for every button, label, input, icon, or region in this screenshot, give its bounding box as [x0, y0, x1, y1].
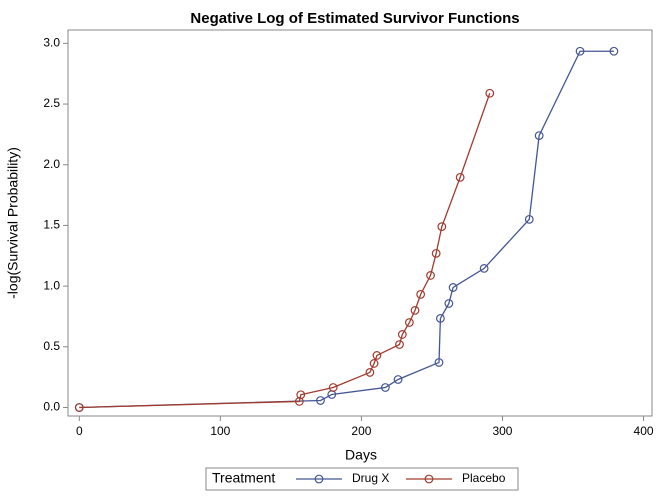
x-tick-label: 0 — [76, 424, 83, 438]
data-point — [393, 375, 403, 384]
data-point — [448, 283, 458, 292]
y-axis-label: -log(Survival Probability) — [5, 147, 21, 299]
data-point — [316, 396, 325, 405]
data-point — [404, 318, 414, 327]
data-point — [296, 390, 306, 400]
data-point — [328, 383, 338, 392]
y-tick-label: 2.0 — [43, 157, 60, 171]
x-tick-label: 200 — [351, 424, 371, 438]
data-point — [380, 383, 390, 392]
data-point — [479, 263, 489, 273]
data-point — [455, 172, 465, 182]
data-point — [524, 214, 534, 224]
data-point — [294, 397, 304, 406]
data-point — [575, 46, 585, 56]
chart-title: Negative Log of Estimated Survivor Funct… — [190, 10, 519, 27]
data-point — [431, 248, 441, 258]
x-tick-label: 100 — [210, 424, 230, 438]
data-point — [397, 330, 407, 339]
data-point — [369, 359, 379, 368]
data-point — [410, 305, 420, 315]
legend-label: Drug X — [352, 471, 389, 485]
data-point — [416, 289, 426, 299]
data-point — [372, 351, 382, 360]
y-tick-label: 0.5 — [43, 339, 60, 353]
series-line — [79, 93, 491, 409]
data-point — [426, 271, 435, 280]
legend-title: Treatment — [212, 470, 275, 486]
data-point — [444, 299, 454, 308]
legend-frame — [205, 467, 519, 491]
y-tick-label: 0.0 — [43, 400, 60, 414]
legend-marker — [314, 474, 324, 484]
data-point — [74, 403, 84, 412]
data-point — [434, 358, 444, 367]
legend-marker — [424, 474, 434, 484]
data-point — [395, 340, 404, 349]
legend-label: Placebo — [462, 471, 506, 485]
y-tick-label: 1.0 — [43, 278, 60, 292]
data-point — [436, 314, 445, 323]
data-point — [534, 131, 544, 141]
x-axis-label: Days — [345, 447, 377, 463]
y-tick-label: 2.5 — [43, 96, 60, 110]
x-tick-label: 400 — [634, 424, 654, 438]
series-line — [79, 50, 614, 409]
data-point — [365, 368, 375, 377]
y-tick-label: 1.5 — [43, 218, 60, 232]
data-point — [609, 46, 619, 56]
data-point — [437, 222, 447, 232]
x-tick-label: 300 — [492, 424, 512, 438]
plot-frame — [67, 29, 653, 417]
data-point — [485, 88, 495, 98]
y-tick-label: 3.0 — [43, 36, 60, 50]
